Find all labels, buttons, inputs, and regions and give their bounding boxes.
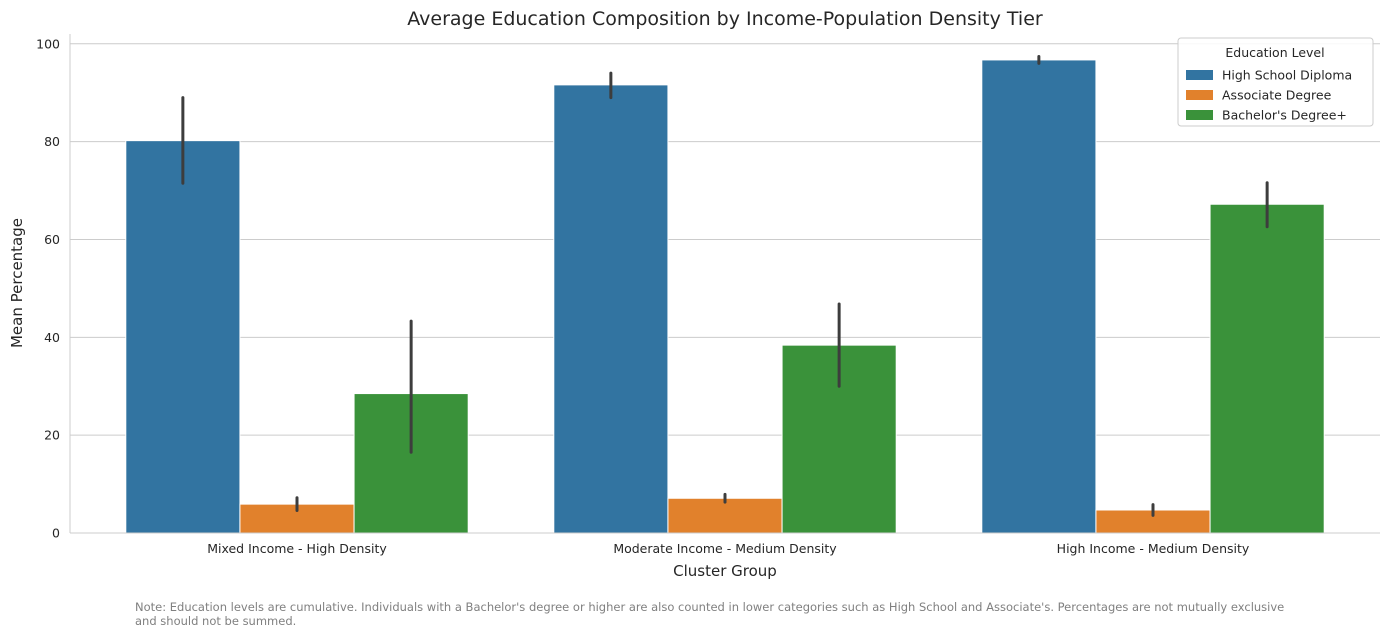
legend-swatch <box>1186 90 1213 100</box>
footnote-line-2: and should not be summed. <box>135 614 297 628</box>
x-tick-label: Mixed Income - High Density <box>207 541 387 556</box>
error-bars <box>181 55 1269 517</box>
y-tick-labels: 0 20 40 60 80 100 <box>36 36 60 540</box>
y-axis-title: Mean Percentage <box>8 218 26 348</box>
bar <box>125 140 241 534</box>
bar <box>553 84 669 534</box>
y-tick-label: 60 <box>44 232 60 247</box>
x-tick-label: Moderate Income - Medium Density <box>613 541 837 556</box>
footnote-line-1: Note: Education levels are cumulative. I… <box>135 600 1285 614</box>
legend-items: High School Diploma Associate Degree Bache… <box>1186 68 1352 123</box>
legend-label: Associate Degree <box>1222 88 1332 103</box>
legend-swatch <box>1186 110 1213 120</box>
bar <box>1209 203 1325 534</box>
x-tick-label: High Income - Medium Density <box>1057 541 1250 556</box>
legend-swatch <box>1186 70 1213 80</box>
bars <box>125 59 1325 534</box>
legend-label: Bachelor's Degree+ <box>1222 108 1347 123</box>
y-tick-label: 0 <box>52 526 60 541</box>
x-tick-labels: Mixed Income - High Density Moderate Inco… <box>207 541 1250 556</box>
y-tick-label: 80 <box>44 134 60 149</box>
axes <box>69 34 1380 534</box>
legend-frame <box>1177 37 1374 127</box>
y-tick-label: 100 <box>36 36 60 51</box>
y-tick-label: 20 <box>44 428 60 443</box>
bar <box>981 59 1097 534</box>
legend: Education Level High School Diploma Assoc… <box>1177 37 1374 127</box>
footnote: Note: Education levels are cumulative. I… <box>135 600 1393 628</box>
legend-title: Education Level <box>1225 45 1324 60</box>
chart-title: Average Education Composition by Income-… <box>407 8 1043 30</box>
y-tick-label: 40 <box>44 330 60 345</box>
legend-label: High School Diploma <box>1222 68 1352 83</box>
bar-chart: Average Education Composition by Income-… <box>8 8 1380 580</box>
x-axis-title: Cluster Group <box>673 562 777 580</box>
